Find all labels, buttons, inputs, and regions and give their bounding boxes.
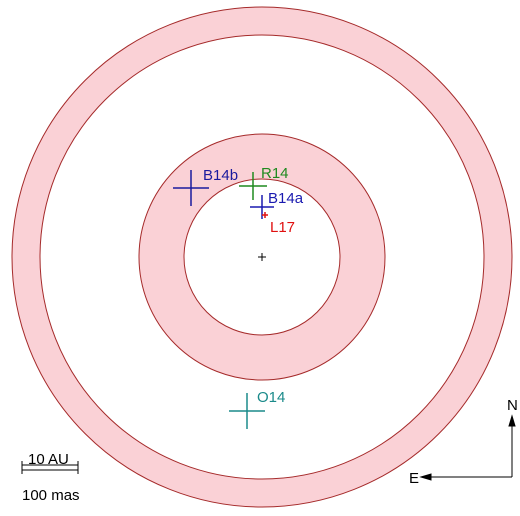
marker-label: O14 [257,389,285,406]
scale-label: 10 AU [28,451,69,468]
marker-label: R14 [261,165,289,182]
marker-label: L17 [270,219,295,236]
star-center [258,253,266,261]
marker-o14 [229,393,265,429]
compass-east: E [409,470,419,487]
marker-l17 [262,212,268,218]
marker-r14 [239,172,267,200]
marker-label: B14a [268,190,304,207]
compass-north: N [507,397,518,414]
marker-b14b [173,170,209,206]
marker-label: B14b [203,167,238,184]
scale-label: 100 mas [22,487,80,504]
compass [419,414,516,481]
scale-bar [21,461,79,474]
